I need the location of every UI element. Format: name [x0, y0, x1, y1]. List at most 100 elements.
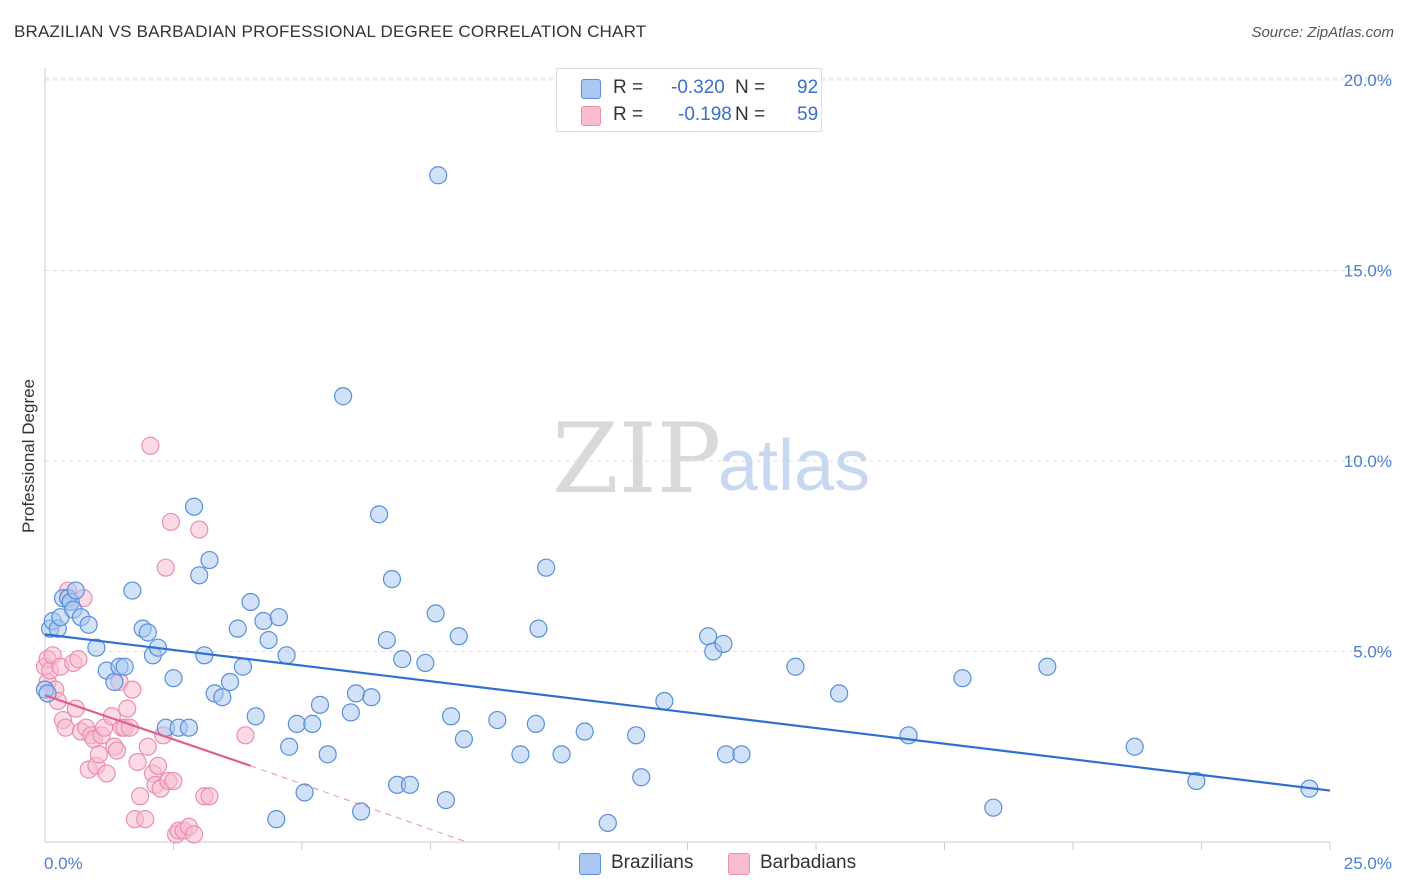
brazilians-point — [1125, 737, 1144, 756]
brazilians-point — [529, 619, 548, 638]
barbadians-point — [236, 726, 255, 745]
barbadians-point — [138, 737, 157, 756]
brazilians-point — [1038, 657, 1057, 676]
brazilians-point — [786, 657, 805, 676]
barbadians-point — [130, 787, 150, 806]
tick-labels: 5.0% 10.0% 15.0% 20.0% 0.0% 25.0% — [44, 71, 1392, 873]
barbadians-point — [148, 756, 168, 775]
brazilians-point — [228, 619, 247, 638]
brazilians-point — [295, 783, 314, 802]
brazilians-point — [303, 714, 322, 733]
barbadians-point — [136, 810, 155, 829]
barbadians-point — [118, 699, 137, 718]
brazilians-point — [341, 703, 360, 722]
barbadians-trend-extension — [250, 765, 467, 843]
legend-swatch-blue — [581, 79, 601, 99]
brazilians-point — [362, 688, 381, 707]
brazilians-point — [511, 745, 530, 764]
watermark-atlas: atlas — [718, 426, 870, 506]
watermark: ZIP atlas — [552, 403, 870, 515]
y-tick-label: 5.0% — [1353, 643, 1392, 662]
brazilians-point — [318, 745, 337, 764]
brazilians-point — [105, 672, 124, 692]
brazilians-point — [953, 669, 972, 688]
brazilians-point — [537, 558, 556, 577]
legend-n-label: N = — [735, 77, 766, 98]
brazilians-point — [246, 707, 265, 726]
trend-lines — [44, 633, 1331, 843]
brazilians-point — [429, 166, 448, 185]
brazilians-point — [87, 638, 106, 657]
legend-n-value: 59 — [797, 104, 819, 125]
brazilians-point — [598, 813, 617, 833]
watermark-zip: ZIP — [552, 403, 721, 515]
y-tick-label: 10.0% — [1344, 452, 1392, 471]
brazilians-point — [241, 592, 260, 612]
y-axis-title: Professional Degree — [19, 379, 38, 533]
brazilians-point — [123, 581, 142, 600]
brazilians-point — [334, 387, 353, 406]
y-tick-label: 20.0% — [1344, 71, 1392, 90]
brazilians-point — [899, 726, 918, 745]
brazilians-point — [441, 707, 461, 726]
legend-r-label: R = — [613, 104, 644, 125]
brazilians-point — [377, 630, 396, 650]
grid-lines — [45, 77, 1392, 652]
barbadians-point — [97, 764, 116, 783]
brazilians-point — [200, 550, 219, 570]
stats-legend: R = -0.320 N = 92 R = -0.198 N = 59 — [556, 68, 822, 132]
brazilians-point — [179, 718, 199, 737]
brazilians-point — [575, 722, 594, 741]
brazilians-point — [626, 726, 646, 745]
bottom-legend-label: Brazilians — [611, 852, 694, 873]
brazilians-point — [190, 566, 209, 585]
brazilians-point — [732, 745, 751, 764]
brazilians-point — [213, 688, 232, 707]
barbadians-point — [141, 436, 160, 455]
brazilians-point — [287, 714, 306, 733]
brazilians-point — [220, 672, 240, 692]
barbadians-point — [123, 680, 142, 699]
brazilians-point — [416, 653, 435, 673]
legend-r-value: -0.198 — [678, 104, 732, 125]
brazilians-point — [269, 608, 288, 627]
brazilians-point — [436, 790, 456, 810]
brazilians-point — [1187, 771, 1206, 791]
bottom-legend-swatch-pink — [728, 853, 750, 875]
bottom-legend-swatch-blue — [579, 853, 601, 875]
barbadians-point — [190, 520, 209, 539]
x-tick-label: 25.0% — [1344, 854, 1392, 873]
brazilians-point — [393, 650, 412, 669]
brazilians-point — [267, 810, 286, 829]
barbadians-point — [56, 718, 75, 737]
legend-swatch-pink — [581, 106, 601, 126]
brazilians-point — [352, 802, 371, 821]
brazilians-point — [382, 570, 402, 589]
brazilians-trend-line — [44, 633, 1331, 792]
source-credit: Source: ZipAtlas.com — [1251, 24, 1394, 41]
legend-r-label: R = — [613, 77, 644, 98]
y-tick-label: 15.0% — [1344, 262, 1392, 281]
legend-n-label: N = — [735, 104, 766, 125]
barbadians-point — [184, 825, 204, 844]
brazilians-point — [526, 714, 545, 733]
brazilians-point — [164, 669, 183, 688]
brazilians-point — [830, 684, 849, 703]
brazilians-point — [115, 657, 134, 676]
axes — [44, 68, 1331, 850]
barbadians-point — [107, 741, 127, 760]
brazilians-point — [714, 634, 733, 653]
barbadians-point — [128, 752, 147, 772]
brazilians-point — [346, 684, 366, 703]
brazilians-point — [254, 611, 273, 631]
x-tick-label: 0.0% — [44, 854, 83, 873]
brazilians-point — [698, 627, 718, 646]
brazilians-point — [488, 710, 507, 730]
brazilians-point — [632, 768, 651, 787]
barbadians-point — [156, 558, 175, 577]
brazilians-point — [400, 775, 420, 794]
brazilians-point — [984, 798, 1003, 817]
brazilians-point — [426, 604, 445, 623]
brazilians-point — [310, 695, 330, 714]
